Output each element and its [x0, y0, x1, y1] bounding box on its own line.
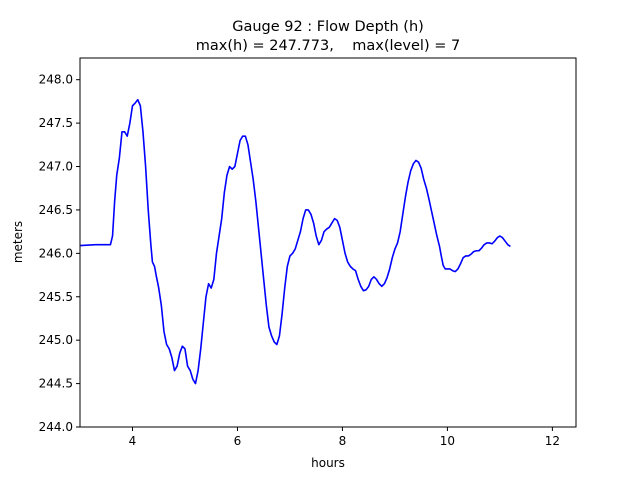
y-tick-label: 248.0 — [39, 73, 73, 87]
y-tick-label: 246.5 — [39, 203, 73, 217]
plot-frame — [79, 57, 577, 428]
y-tick-label: 246.0 — [39, 246, 73, 260]
plot-area — [80, 58, 576, 427]
x-tick-label: 8 — [339, 434, 347, 448]
x-axis: 4 6 8 10 12 — [129, 427, 560, 448]
series-line — [79, 98, 511, 385]
x-tick-label: 6 — [234, 434, 242, 448]
x-axis-label: hours — [311, 456, 345, 470]
y-tick-label: 244.0 — [39, 420, 73, 434]
y-axis-label: meters — [11, 221, 25, 263]
y-tick-label: 244.5 — [39, 377, 73, 391]
x-tick-label: 10 — [440, 434, 455, 448]
y-tick-label: 247.5 — [39, 116, 73, 130]
chart-title-line-2: max(h) = 247.773, max(level) = 7 — [196, 38, 460, 54]
chart-title-line-1: Gauge 92 : Flow Depth (h) — [232, 19, 424, 35]
series-line-group — [79, 98, 511, 385]
y-tick-label: 245.5 — [39, 290, 73, 304]
y-axis: 244.0 244.5 245.0 245.5 246.0 246.5 247.0 247.5… — [39, 73, 80, 434]
x-tick-label: 4 — [129, 434, 137, 448]
y-tick-label: 245.0 — [39, 333, 73, 347]
x-tick-label: 12 — [545, 434, 560, 448]
y-tick-label: 247.0 — [39, 160, 73, 174]
